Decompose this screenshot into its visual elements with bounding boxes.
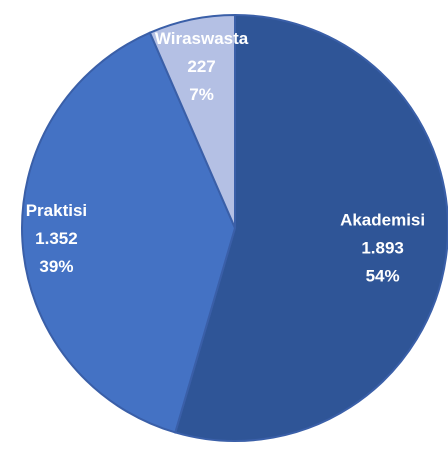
slice-category: Praktisi xyxy=(26,201,87,220)
pie-slice xyxy=(148,13,236,229)
pie-slice xyxy=(21,31,237,434)
slice-value: 1.893 xyxy=(361,239,404,258)
slice-value: 227 xyxy=(187,57,215,76)
slice-percentage: 7% xyxy=(189,85,214,104)
slice-value: 1.352 xyxy=(35,229,78,248)
slice-percentage: 54% xyxy=(366,267,400,286)
pie-slice xyxy=(174,13,448,442)
slice-percentage: 39% xyxy=(39,257,73,276)
slice-category: Wiraswasta xyxy=(155,29,249,48)
slice-category: Akademisi xyxy=(340,211,425,230)
